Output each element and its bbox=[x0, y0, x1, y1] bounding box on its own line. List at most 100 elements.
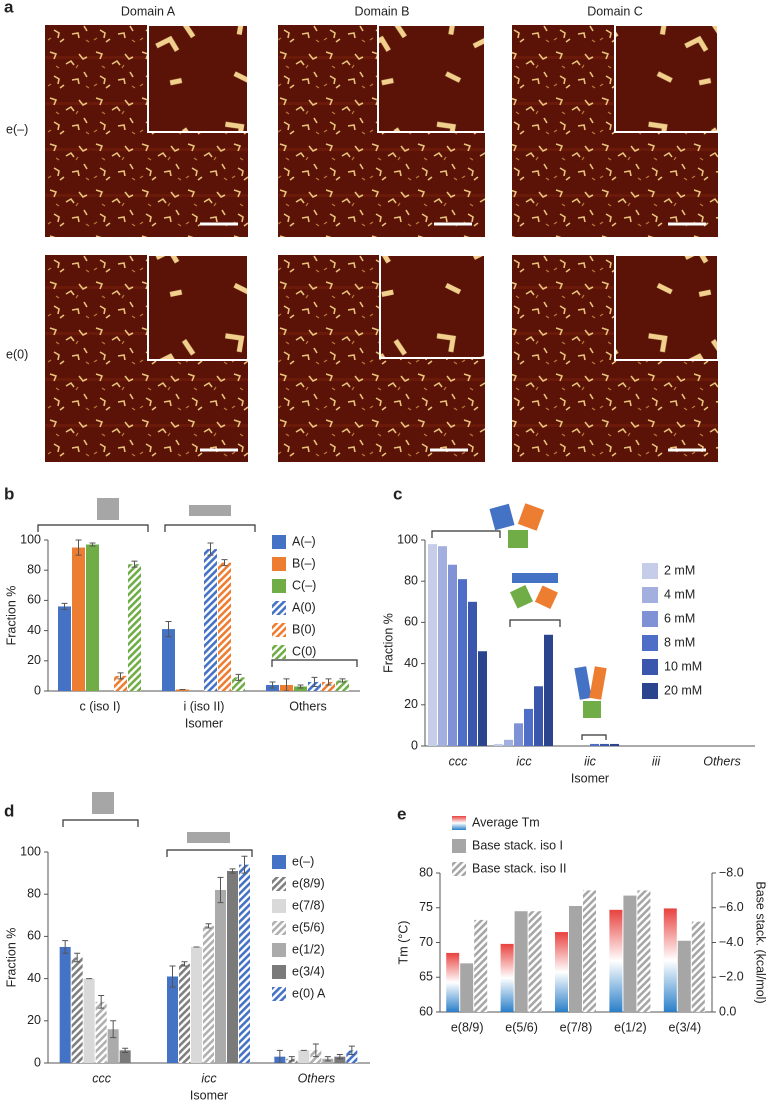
y-tick-label: 100 bbox=[20, 532, 41, 546]
legend-label: e(–) bbox=[292, 854, 314, 868]
legend-label: 20 mM bbox=[664, 683, 702, 697]
y-axis-label: Fraction % bbox=[4, 586, 18, 646]
bar bbox=[448, 564, 457, 746]
bar bbox=[514, 911, 528, 1012]
bar bbox=[215, 889, 226, 1063]
bar bbox=[468, 601, 477, 746]
bar bbox=[203, 925, 214, 1063]
bar bbox=[569, 906, 582, 1012]
legend-swatch bbox=[642, 611, 658, 627]
legend-label: 10 mM bbox=[664, 659, 702, 673]
legend-swatch bbox=[272, 557, 286, 571]
y-tick-label: 20 bbox=[27, 653, 41, 667]
bar bbox=[590, 743, 599, 746]
y-tick-label: 0 bbox=[411, 738, 418, 752]
afm-inset bbox=[379, 254, 486, 359]
x-tick-label: e(3/4) bbox=[668, 1020, 701, 1034]
bar bbox=[446, 952, 460, 1012]
bar bbox=[334, 1056, 346, 1063]
error-bar bbox=[217, 876, 224, 904]
y-tick-label: 60 bbox=[419, 1004, 433, 1018]
bar bbox=[218, 562, 231, 691]
bar bbox=[227, 870, 238, 1063]
bar bbox=[59, 946, 71, 1063]
panel-a: a Domain A Domain B Domain C e(–) e(0) bbox=[4, 0, 719, 462]
legend-swatch bbox=[272, 579, 286, 593]
bar bbox=[500, 943, 514, 1012]
y-tick-label: 20 bbox=[404, 697, 418, 711]
bar bbox=[128, 564, 141, 691]
panel-label: b bbox=[4, 484, 14, 503]
bar bbox=[176, 689, 189, 691]
y2-tick-label: 0.0 bbox=[719, 1004, 736, 1018]
x-tick-label: e(5/6) bbox=[505, 1020, 538, 1034]
legend-swatch bbox=[642, 659, 658, 675]
y-tick-label: 60 bbox=[404, 615, 418, 629]
column-label: Domain A bbox=[121, 4, 176, 18]
y-tick-label: 65 bbox=[419, 970, 433, 984]
error-bar bbox=[325, 678, 332, 686]
bar bbox=[83, 978, 95, 1063]
x-tick-label: ccc bbox=[449, 754, 469, 768]
y-tick-label: 40 bbox=[27, 623, 41, 637]
bar bbox=[610, 743, 619, 746]
error-bar bbox=[229, 868, 236, 874]
legend-label: 8 mM bbox=[664, 635, 695, 649]
bar bbox=[583, 890, 596, 1012]
y-axis-label: Fraction % bbox=[4, 928, 18, 988]
bar bbox=[71, 957, 83, 1063]
bar bbox=[162, 629, 175, 691]
afm-inset bbox=[614, 24, 719, 133]
legend-swatch bbox=[272, 601, 286, 615]
panel-label: d bbox=[4, 801, 14, 820]
bar bbox=[204, 549, 217, 691]
bar bbox=[514, 723, 523, 746]
y-tick-label: 0 bbox=[34, 683, 41, 697]
bar bbox=[609, 909, 623, 1012]
y-tick-label: 75 bbox=[419, 900, 433, 914]
bar bbox=[494, 743, 503, 746]
legend-swatch bbox=[272, 987, 286, 1001]
x-tick-label: e(1/2) bbox=[614, 1020, 647, 1034]
error-bar bbox=[348, 1045, 355, 1056]
column-label: Domain B bbox=[355, 4, 410, 18]
legend-label: A(0) bbox=[292, 600, 316, 614]
bar bbox=[504, 739, 513, 746]
x-tick-label: icc bbox=[516, 754, 532, 768]
bar bbox=[72, 547, 85, 691]
y-tick-label: 80 bbox=[404, 573, 418, 587]
legend-label: B(0) bbox=[292, 622, 316, 636]
bar bbox=[336, 680, 349, 691]
bar bbox=[179, 963, 190, 1063]
error-bar bbox=[207, 542, 214, 556]
bar bbox=[691, 921, 705, 1012]
panel-label: a bbox=[4, 0, 14, 16]
legend-swatch bbox=[642, 563, 658, 579]
legend-swatch bbox=[272, 855, 286, 869]
bar bbox=[167, 976, 178, 1063]
x-tick-label: iii bbox=[652, 754, 662, 768]
legend-label: Base stack. iso II bbox=[472, 861, 566, 875]
y-tick-label: 70 bbox=[419, 935, 433, 949]
legend-label: C(–) bbox=[292, 578, 316, 592]
error-bar bbox=[75, 539, 82, 556]
error-bar bbox=[311, 676, 318, 687]
bar bbox=[474, 919, 488, 1012]
bar bbox=[58, 606, 71, 691]
legend-label: e(3/4) bbox=[292, 964, 325, 978]
legend-swatch bbox=[452, 862, 466, 876]
y2-tick-label: −8.0 bbox=[719, 865, 744, 879]
x-tick-label: i (iso II) bbox=[184, 699, 225, 713]
legend-swatch bbox=[452, 816, 466, 830]
error-bar bbox=[62, 940, 69, 954]
y-tick-label: 40 bbox=[404, 656, 418, 670]
column-label: Domain C bbox=[587, 4, 643, 18]
legend-label: 4 mM bbox=[664, 587, 695, 601]
x-axis-label: Isomer bbox=[185, 716, 223, 730]
x-tick-label: c (iso I) bbox=[80, 699, 121, 713]
error-bar bbox=[110, 1020, 117, 1039]
y2-tick-label: −2.0 bbox=[719, 970, 744, 984]
x-axis-label: Isomer bbox=[190, 1088, 228, 1101]
bar bbox=[555, 932, 568, 1012]
